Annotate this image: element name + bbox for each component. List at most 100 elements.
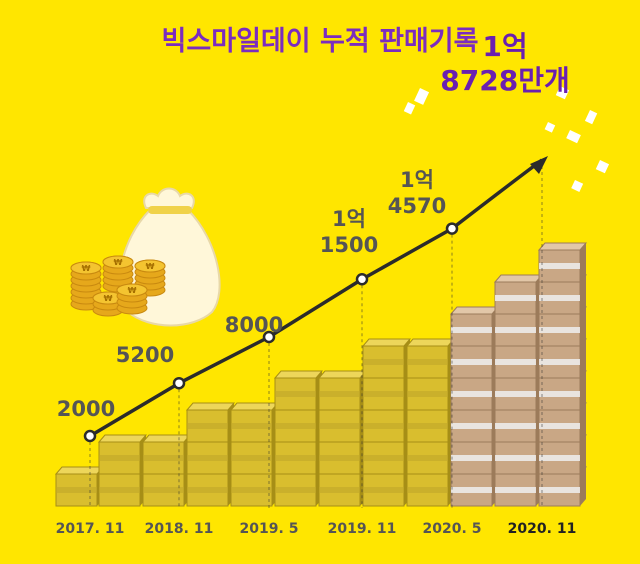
x-tick-label: 2018. 11: [145, 521, 214, 537]
box-tape: [407, 487, 448, 493]
box-top: [537, 242, 588, 251]
box-tape: [495, 455, 536, 461]
box-top: [273, 370, 324, 379]
cumulative-line: [83, 156, 548, 443]
guide-lines: [89, 160, 543, 508]
confetti-piece: [403, 102, 416, 115]
box-top: [229, 402, 280, 411]
confetti-piece: [595, 160, 610, 174]
box-tape: [363, 423, 404, 429]
coin-symbol: ₩: [104, 294, 113, 303]
box-tape: [319, 455, 360, 461]
box-side: [580, 275, 586, 314]
trend-line: [89, 158, 544, 438]
coin-symbol: ₩: [114, 258, 123, 267]
bag-top: [143, 187, 195, 209]
coin-top: [134, 259, 166, 273]
coin-top: [116, 283, 148, 297]
x-tick-label: 2020. 5: [423, 521, 482, 537]
trend-arrowhead: [530, 156, 548, 174]
confetti-piece: [414, 87, 430, 105]
box-side: [580, 339, 586, 378]
box-top: [97, 434, 148, 443]
confetti-piece: [584, 109, 598, 125]
box-side: [580, 467, 586, 506]
data-point: [172, 376, 186, 390]
box-tape: [451, 359, 492, 365]
box-tape: [539, 359, 580, 365]
box-tape: [495, 359, 536, 365]
box-tape: [495, 327, 536, 333]
box-top: [54, 466, 105, 475]
box-tape: [407, 423, 448, 429]
box-tape: [451, 455, 492, 461]
box-tape: [231, 455, 272, 461]
data-label: 1억: [482, 30, 527, 63]
box-tape: [407, 359, 448, 365]
data-point: [445, 222, 459, 235]
box-side: [580, 371, 586, 410]
chart-title: 빅스마일데이 누적 판매기록: [162, 26, 479, 57]
box-tape: [99, 455, 140, 461]
box-tape: [495, 423, 536, 429]
box-tape: [275, 487, 316, 493]
box-tape: [56, 487, 97, 493]
box-tape: [319, 423, 360, 429]
box-tape: [539, 295, 580, 301]
box-tape: [363, 391, 404, 397]
box-tape: [407, 455, 448, 461]
data-label: 8728만개: [440, 64, 569, 97]
coin-top: [102, 255, 134, 269]
box-tape: [495, 391, 536, 397]
confetti-decoration: [403, 86, 610, 192]
box-top: [449, 306, 500, 315]
data-point: [355, 273, 369, 286]
box-tape: [143, 455, 184, 461]
box-tape: [363, 455, 404, 461]
data-label: 5200: [116, 343, 174, 367]
x-tick-label: 2019. 11: [328, 521, 397, 537]
data-label: 8000: [225, 313, 283, 337]
box-tape: [539, 327, 580, 333]
box-tape: [319, 391, 360, 397]
box-side: [580, 435, 586, 474]
bag-tie: [148, 206, 192, 214]
box-tape: [539, 487, 580, 493]
box-stack-layer: [54, 242, 588, 507]
confetti-piece: [544, 122, 556, 133]
data-point: [262, 330, 276, 344]
confetti-piece: [555, 86, 570, 100]
box-top: [141, 434, 192, 443]
box-tape: [187, 455, 228, 461]
box-tape: [539, 455, 580, 461]
box-tape: [539, 263, 580, 269]
coin-symbol: ₩: [128, 286, 137, 295]
box-tape: [275, 391, 316, 397]
box-tape: [539, 423, 580, 429]
x-axis-labels: 2017. 11 2018. 11 2019. 5 2019. 11 2020. 5 20…: [56, 521, 577, 537]
box-side: [580, 243, 586, 282]
x-tick-label: 2019. 5: [240, 521, 299, 537]
box-tape: [143, 487, 184, 493]
box-tape: [275, 455, 316, 461]
box-tape: [451, 423, 492, 429]
data-point: [83, 429, 97, 443]
box-tape: [99, 487, 140, 493]
data-label: 2000: [57, 397, 115, 421]
coin-symbol: ₩: [82, 264, 91, 273]
coin-symbol: ₩: [146, 262, 155, 271]
box-tape: [451, 391, 492, 397]
box-tape: [451, 327, 492, 333]
box-tape: [495, 295, 536, 301]
data-label: 4570: [388, 194, 446, 218]
box-tape: [363, 487, 404, 493]
confetti-piece: [566, 130, 581, 144]
box-tape: [231, 487, 272, 493]
box-tape: [363, 359, 404, 365]
x-tick-label: 2020. 11: [508, 521, 577, 537]
data-label: 1억: [400, 168, 434, 192]
box-top: [317, 370, 368, 379]
